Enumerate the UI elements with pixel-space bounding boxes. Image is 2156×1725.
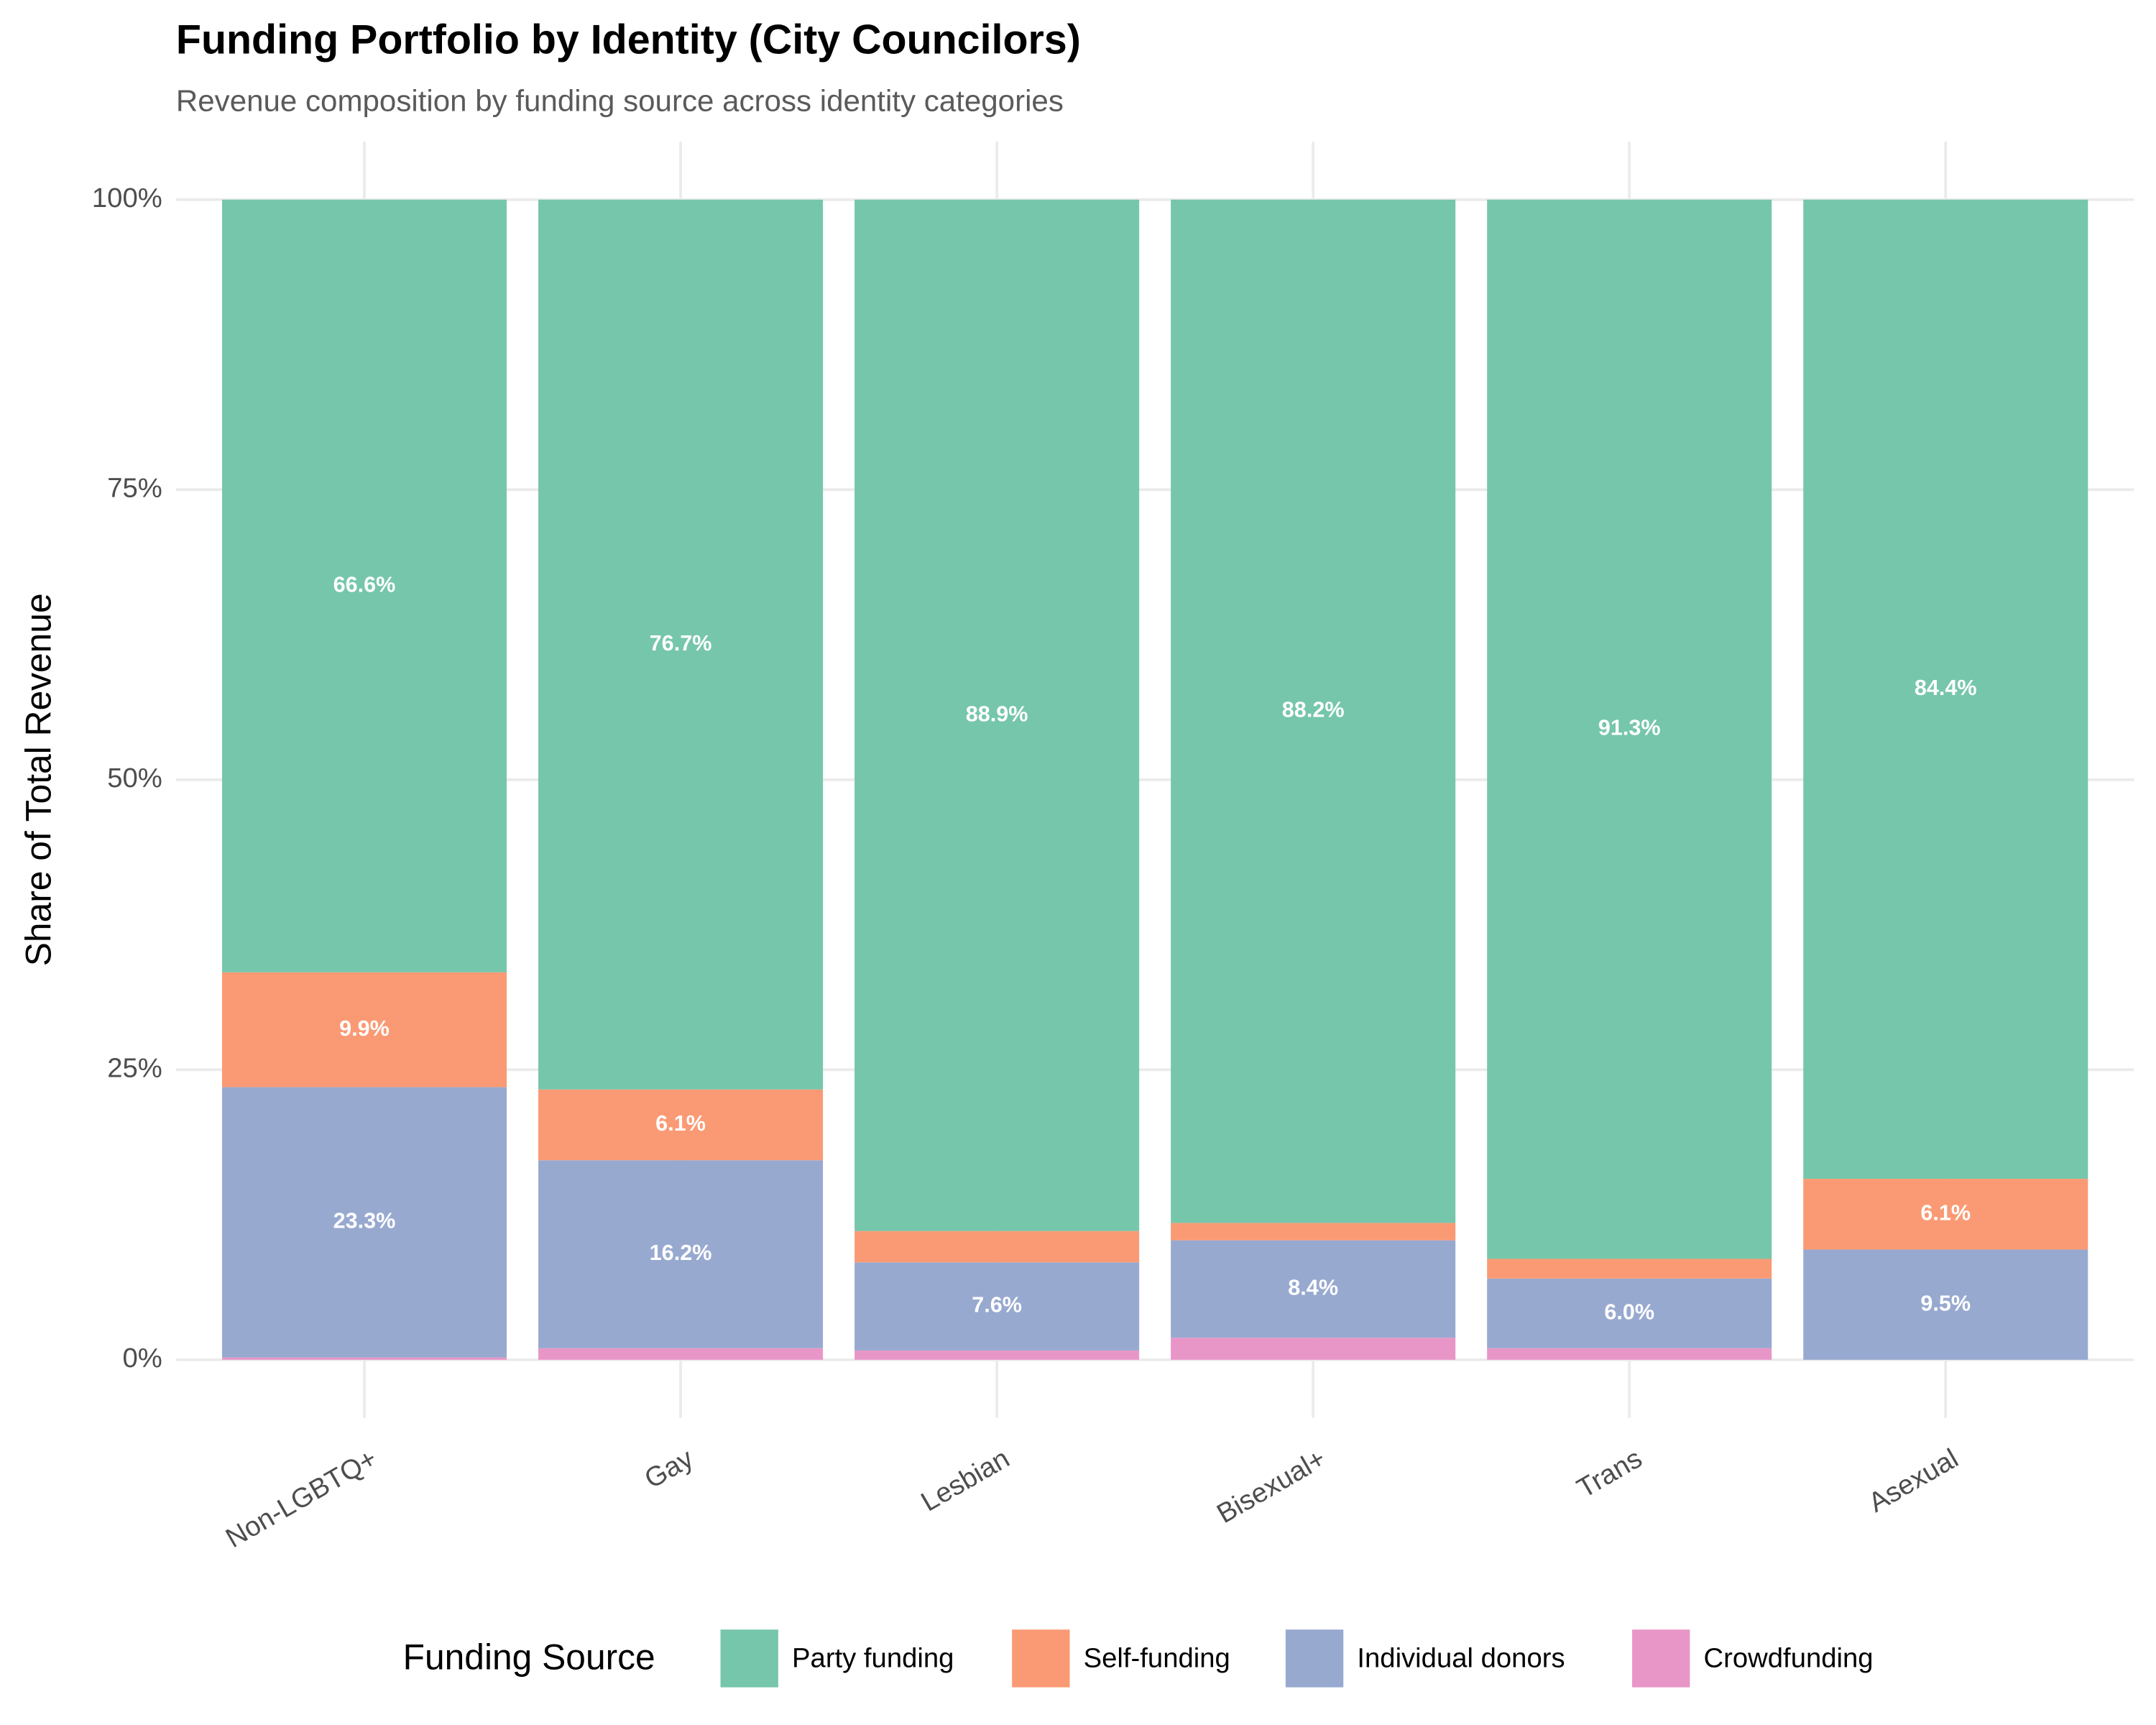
legend-key [1285,1629,1344,1688]
y-tick-label: 0% [122,1343,162,1374]
bar-segment [538,1348,824,1360]
data-label: 9.5% [1920,1291,1971,1315]
bar-segment [854,1230,1140,1263]
data-label: 91.3% [1598,716,1661,740]
legend-key [1012,1629,1070,1688]
bar-segment [1487,1348,1772,1360]
bar-segment [854,1350,1140,1360]
bar-segment [1803,199,2088,1179]
data-label: 23.3% [333,1209,396,1233]
y-tick-label: 50% [107,763,162,794]
bar-segment [1171,199,1456,1223]
bar-segment [854,1262,1140,1351]
bar-segment [1803,1249,2088,1360]
x-tick-label: Lesbian [916,1443,1015,1517]
data-label: 6.0% [1604,1300,1654,1324]
legend-title: Funding Source [403,1637,655,1677]
data-label: 9.9% [339,1016,390,1041]
bar-segment [1803,1179,2088,1250]
bar-segment [854,199,1140,1231]
bar-segment [1487,1278,1772,1348]
legend-label: Crowdfunding [1704,1642,1874,1673]
bar-segment [221,1087,507,1358]
bar-segment [1487,199,1772,1259]
chart-subtitle: Revenue composition by funding source ac… [176,84,1064,118]
bar-segment [221,1357,507,1360]
data-label: 88.2% [1282,698,1345,722]
data-label: 8.4% [1288,1276,1338,1300]
bar-segment [538,1089,824,1161]
bar-segment [221,199,507,972]
chart-title: Funding Portfolio by Identity (City Coun… [176,17,1081,63]
bar-segment [221,972,507,1087]
legend-label: Party funding [792,1642,954,1673]
bar-segment [538,199,824,1090]
data-label: 7.6% [972,1293,1022,1317]
data-label: 88.9% [966,702,1028,726]
x-tick-label: Gay [640,1443,699,1495]
legend-label: Individual donors [1357,1642,1565,1673]
data-label: 84.4% [1915,676,1977,700]
data-label: 66.6% [333,572,396,597]
data-label: 6.1% [655,1111,706,1136]
y-tick-label: 25% [107,1052,162,1083]
x-tick-label: Asexual [1864,1443,1963,1518]
legend-key [1632,1629,1690,1688]
data-label: 6.1% [1920,1200,1971,1225]
y-axis-title: Share of Total Revenue [19,593,59,966]
x-tick-label: Trans [1572,1443,1647,1504]
x-tick-label: Bisexual+ [1212,1443,1331,1530]
data-label: 16.2% [650,1241,712,1265]
x-tick-label: Non-LGBTQ+ [221,1443,382,1554]
bar-segment [1171,1223,1456,1241]
legend-key [720,1629,778,1688]
y-tick-label: 75% [107,472,162,503]
bar-segment [1171,1240,1456,1338]
y-tick-label: 100% [92,183,162,213]
legend-label: Self-funding [1084,1642,1230,1673]
data-label: 76.7% [650,631,712,656]
bar-segment [1487,1259,1772,1279]
bar-segment [1171,1338,1456,1360]
bar-segment [538,1160,824,1348]
